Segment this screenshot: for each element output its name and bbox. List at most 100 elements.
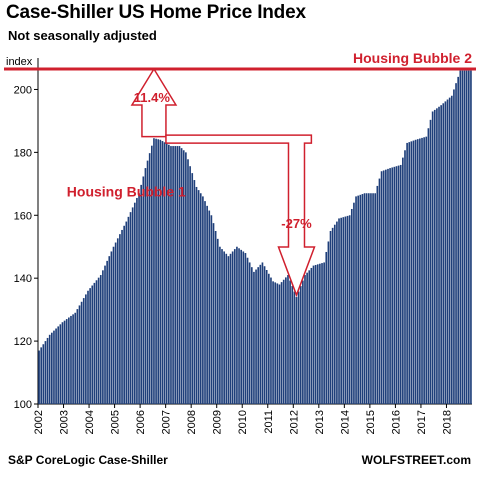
bar	[146, 160, 149, 404]
bar	[197, 190, 200, 404]
bar	[231, 251, 234, 404]
bar	[53, 330, 55, 404]
bar	[410, 141, 413, 404]
bar	[229, 253, 232, 404]
bar	[212, 223, 215, 404]
x-tick-label: 2012	[288, 410, 300, 434]
bar	[316, 264, 319, 404]
x-tick-label: 2018	[441, 410, 453, 434]
bar	[319, 263, 321, 404]
bar	[65, 319, 68, 404]
bar	[274, 282, 277, 404]
bar	[372, 193, 374, 404]
annotation-label: 11.4%	[134, 90, 171, 105]
bar	[187, 159, 189, 404]
bar	[306, 272, 308, 404]
bar	[74, 312, 77, 404]
bar	[204, 201, 206, 404]
bar	[193, 180, 196, 404]
bar	[93, 282, 96, 404]
bar	[442, 103, 445, 404]
y-tick-label: 200	[14, 84, 32, 96]
bar	[312, 265, 315, 404]
chart-subtitle: Not seasonally adjusted	[8, 28, 157, 43]
bar	[70, 315, 72, 404]
bar	[219, 246, 221, 404]
bar	[308, 270, 311, 404]
bar	[404, 150, 406, 404]
bar	[127, 216, 130, 404]
bar	[278, 284, 281, 404]
bar	[380, 171, 383, 404]
bar	[359, 194, 362, 404]
bar	[216, 238, 219, 404]
bar	[285, 277, 287, 404]
bar	[385, 169, 387, 404]
bar	[191, 173, 194, 404]
bar	[387, 168, 389, 404]
bar	[421, 137, 423, 404]
bar	[129, 212, 132, 404]
bar	[367, 193, 370, 404]
bar	[189, 166, 191, 404]
x-tick-label: 2003	[59, 410, 71, 434]
bar	[268, 273, 270, 404]
annotation-label: -27%	[281, 216, 312, 231]
bar	[144, 168, 147, 404]
reference-line-label: Housing Bubble 2	[353, 50, 472, 66]
bar	[416, 139, 419, 404]
bar	[148, 153, 151, 404]
bar	[102, 270, 104, 404]
bar	[99, 275, 102, 404]
bar	[378, 178, 381, 404]
bar	[291, 286, 294, 404]
bar	[459, 70, 462, 404]
bar	[157, 139, 160, 404]
bar	[63, 320, 66, 404]
bar	[233, 249, 236, 404]
x-tick-label: 2008	[186, 410, 198, 434]
credit-label: WOLFSTREET.com	[361, 453, 471, 467]
bar	[202, 196, 204, 404]
bar	[170, 146, 172, 404]
bar	[259, 264, 262, 404]
bar	[357, 195, 360, 404]
bar	[114, 242, 117, 404]
bar	[174, 146, 177, 404]
bar	[253, 271, 255, 404]
bar	[108, 256, 111, 404]
bar	[350, 208, 353, 404]
bar	[465, 70, 468, 404]
bar	[295, 297, 298, 404]
bar	[123, 225, 125, 404]
bar	[348, 215, 351, 404]
bar	[248, 262, 251, 404]
bar	[161, 141, 164, 405]
bar	[455, 83, 457, 404]
bar	[78, 305, 81, 404]
bar	[59, 324, 62, 404]
bar	[393, 166, 396, 404]
bar	[125, 221, 128, 404]
bar	[412, 140, 415, 404]
x-tick-label: 2006	[135, 410, 147, 434]
bar	[321, 263, 323, 404]
bar	[270, 277, 272, 404]
x-tick-label: 2014	[339, 410, 351, 434]
bar	[299, 286, 302, 404]
bar	[133, 202, 136, 404]
x-tick-label: 2011	[263, 410, 275, 434]
bar	[353, 202, 355, 404]
down-arrow-shape	[165, 134, 316, 298]
bar	[185, 152, 187, 404]
bar	[444, 101, 447, 404]
bar	[142, 176, 145, 404]
bar	[333, 224, 336, 404]
bar	[150, 145, 153, 404]
bar	[370, 193, 372, 404]
bar	[182, 150, 185, 404]
bar	[89, 288, 91, 404]
y-tick-label: 100	[14, 399, 32, 411]
bar	[246, 257, 249, 404]
bar	[68, 317, 70, 404]
